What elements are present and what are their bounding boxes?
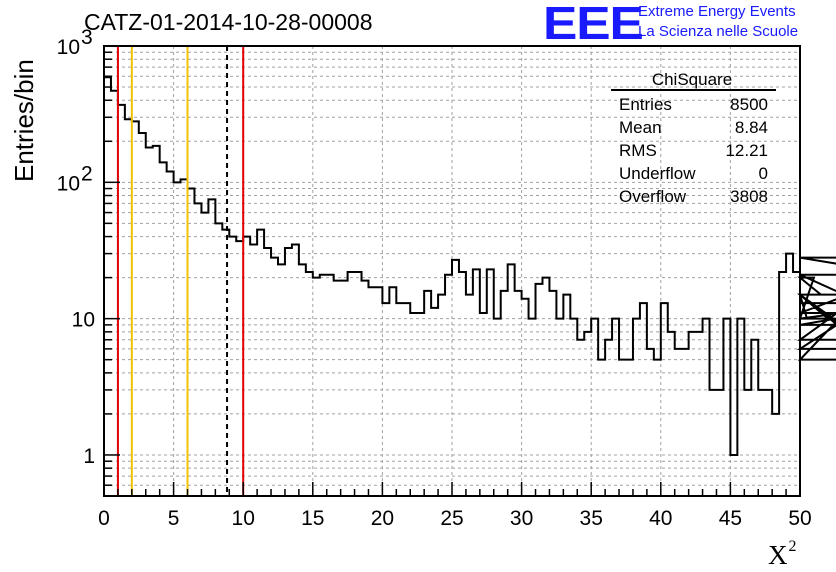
stats-label-overflow: Overflow (619, 187, 687, 206)
logo-subtitle-line2: La Scienza nelle Scuole (638, 23, 799, 40)
y-tick-label-exponent: 3 (81, 26, 93, 49)
x-tick-label: 10 (232, 507, 255, 530)
stats-box: ChiSquare Entries 8500 Mean 8.84 RMS 12.21 Und… (611, 70, 776, 206)
x-tick-label: 15 (301, 507, 324, 530)
stats-value-mean: 8.84 (735, 118, 768, 137)
histogram-series (104, 76, 836, 456)
eee-logo: EEE (543, 0, 644, 49)
marker-lines-layer (116, 46, 245, 496)
x-tick-label: 30 (510, 507, 533, 530)
stats-value-rms: 12.21 (725, 141, 768, 160)
page-title: CATZ-01-2014-10-28-00008 (84, 9, 373, 35)
x-tick-label: 50 (788, 507, 811, 530)
y-tick-label: 10 (57, 172, 80, 195)
x-tick-label: 20 (371, 507, 394, 530)
x-tick-label: 40 (649, 507, 672, 530)
stats-value-overflow: 3808 (730, 187, 768, 206)
stats-box-title: ChiSquare (652, 70, 732, 89)
x-tick-label: 0 (98, 507, 110, 530)
histogram-layer (104, 76, 836, 456)
stats-label-mean: Mean (619, 118, 662, 137)
x-axis-label: X2 (768, 538, 797, 571)
x-tick-label: 45 (719, 507, 742, 530)
x-tick-label: 35 (580, 507, 603, 530)
stats-label-rms: RMS (619, 141, 657, 160)
logo-subtitle-line1: Extreme Energy Events (638, 3, 796, 20)
stats-value-underflow: 0 (759, 164, 768, 183)
x-axis-label-base: X (768, 540, 788, 570)
x-axis-label-superscript: 2 (788, 538, 797, 555)
y-tick-label: 10 (72, 309, 95, 332)
x-tick-label: 25 (440, 507, 463, 530)
stats-label-entries: Entries (619, 95, 672, 114)
stats-value-entries: 8500 (730, 95, 768, 114)
x-tick-label: 5 (168, 507, 180, 530)
stats-label-underflow: Underflow (619, 164, 696, 183)
y-tick-label: 1 (83, 445, 95, 468)
y-tick-label-exponent: 2 (81, 162, 93, 185)
y-tick-label: 10 (57, 36, 80, 59)
